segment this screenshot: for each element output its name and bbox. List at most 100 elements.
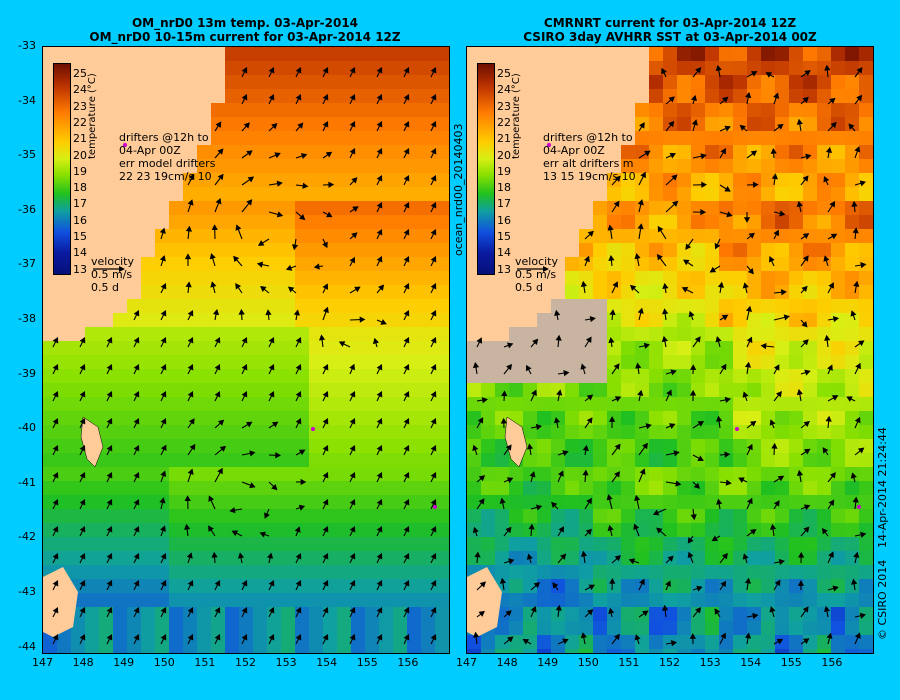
arrow-head [752, 612, 759, 620]
arrow-head [271, 123, 278, 130]
arrow-head [188, 418, 195, 425]
arrow-head [237, 552, 245, 559]
arrow-head [673, 450, 680, 457]
arrow-head [106, 553, 113, 560]
arrow-head [499, 577, 507, 584]
arrow-head [803, 638, 810, 645]
arrow-head [773, 229, 779, 237]
arrow-head [380, 319, 387, 325]
arrow-head [557, 470, 564, 477]
arrow-head [403, 526, 410, 533]
info-line: err model drifters [119, 157, 216, 170]
arrow-head [711, 535, 719, 542]
drifter-marker [547, 143, 551, 147]
current-arrows [472, 64, 867, 647]
arrow-head [430, 67, 437, 74]
arrow-head [184, 253, 192, 260]
x-tick-label: 156 [397, 656, 419, 669]
arrow-head [859, 180, 866, 187]
arrow-head [859, 612, 866, 619]
arrow-head [430, 418, 437, 425]
right-map-panel[interactable]: 25 24 23 22 21 20 19 18 17 16 15 14 13 temperature (… [466, 46, 874, 654]
arrow-head [133, 634, 140, 641]
arrow-head [555, 334, 562, 341]
arrow-head [354, 286, 361, 293]
arrow-head [633, 523, 640, 530]
arrow-head [349, 363, 356, 371]
left-map-canvas [43, 47, 449, 653]
arrow-head [322, 391, 329, 398]
arrow-head [160, 418, 167, 425]
arrow-head [184, 495, 191, 502]
arrow-head [349, 94, 356, 101]
left-panel-title: OM_nrD0 13m temp. 03-Apr-2014 OM_nrD0 10… [40, 16, 450, 44]
left-map-panel[interactable]: 25 24 23 22 21 20 19 18 17 16 15 14 13 temperature (… [42, 46, 450, 654]
sst-field [43, 47, 449, 653]
arrow-head [608, 416, 616, 422]
arrow-head [832, 316, 840, 323]
x-tick-label: 149 [537, 656, 559, 669]
arrow-head [295, 607, 302, 614]
arrow-head [689, 633, 697, 639]
y-tick-label: -39 [18, 366, 36, 380]
arrow-head [79, 364, 86, 371]
arrow-head [752, 181, 759, 188]
arrow-head [259, 531, 266, 538]
arrow-head [274, 152, 281, 159]
y-tick-label: -41 [18, 475, 36, 489]
colorbar-tick-label: 21 [497, 132, 511, 146]
arrow-head [744, 361, 752, 368]
arrow-head [376, 175, 383, 182]
arrow-head [295, 94, 302, 101]
arrow-head [778, 558, 785, 566]
arrow-head [860, 531, 867, 538]
arrow-head [376, 391, 383, 398]
arrow-head [715, 64, 722, 72]
arrow-head [430, 526, 437, 533]
arrow-head [473, 631, 480, 638]
arrow-head [79, 499, 86, 506]
x-tick-label: 149 [113, 656, 135, 669]
arrow-head [246, 150, 253, 157]
arrow-head [608, 337, 615, 344]
arrow-head [739, 124, 747, 131]
arrow-head [430, 337, 437, 344]
arrow-head [724, 396, 731, 403]
arrow-head [187, 337, 194, 344]
arrow-head [349, 67, 356, 74]
arrow-head [52, 553, 59, 560]
arrow-head [562, 638, 569, 645]
x-tick-label: 154 [316, 656, 338, 669]
arrow-head [643, 342, 651, 349]
arrow-head [187, 607, 194, 614]
arrow-head [637, 307, 644, 314]
drifter-marker [735, 427, 739, 431]
arrow-head [291, 244, 299, 251]
arrow-head [668, 120, 675, 128]
arrow-head [376, 229, 383, 236]
arrow-head [750, 71, 758, 77]
arrow-head [796, 469, 804, 476]
arrow-head [403, 202, 410, 209]
arrow-head [500, 417, 507, 424]
arrow-head [160, 607, 167, 614]
info-line: err alt drifters m [543, 157, 634, 170]
arrow-head [249, 450, 256, 457]
arrow-head [302, 182, 309, 189]
arrow-head [720, 632, 726, 640]
arrow-head [430, 499, 437, 506]
x-tick-label: 153 [699, 656, 721, 669]
arrow-head [403, 337, 410, 344]
arrow-head [668, 96, 675, 103]
timestamp-label: 14-Apr-2014 21:24:44 [876, 427, 889, 548]
arrow-head [526, 553, 533, 560]
arrow-head [403, 553, 410, 560]
arrow-head [160, 364, 167, 371]
arrow-head [506, 477, 514, 484]
arrow-head [586, 417, 593, 424]
arrow-head [430, 94, 437, 101]
arrow-head [268, 94, 275, 101]
colorbar-tick-label: 20 [497, 148, 511, 162]
arrow-head [714, 242, 721, 250]
arrow-head [106, 634, 113, 641]
